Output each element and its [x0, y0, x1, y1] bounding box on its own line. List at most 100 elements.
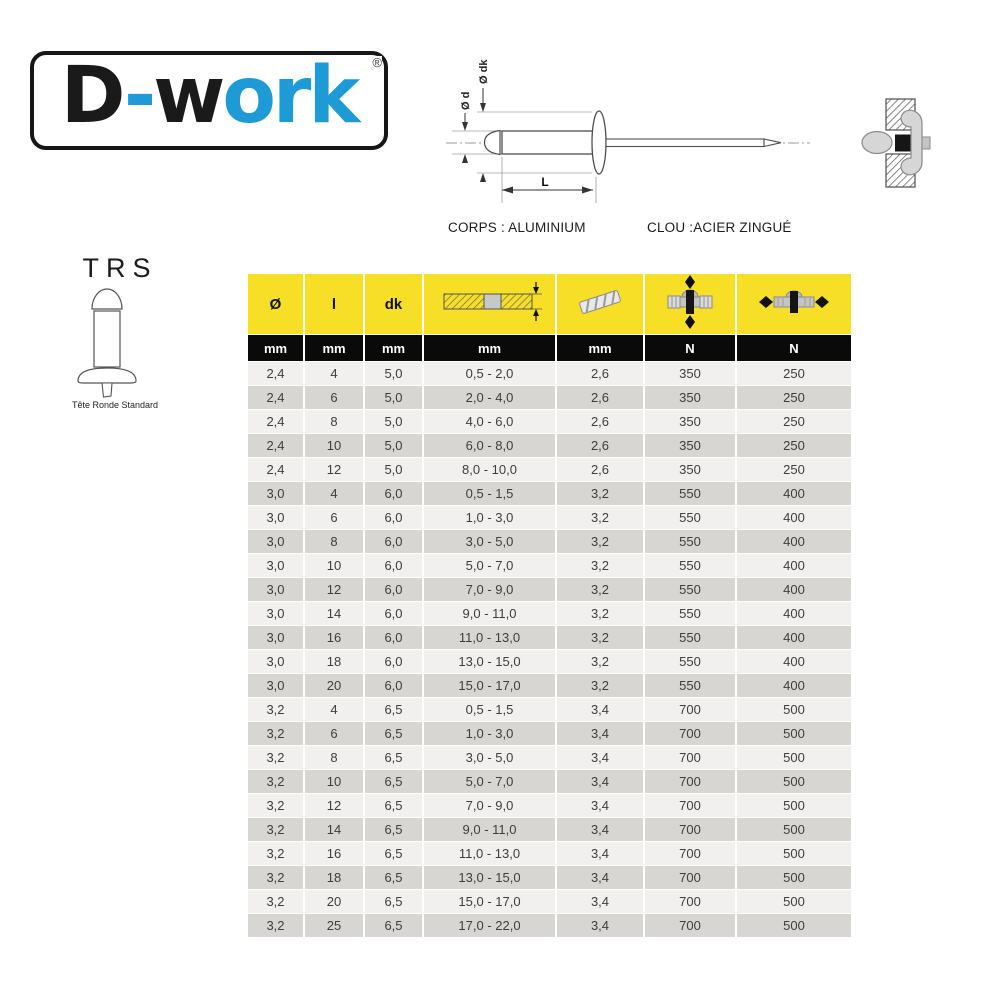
formed-bulge: [861, 130, 893, 155]
table-cell: 20: [305, 674, 363, 697]
table-cell: 3,4: [557, 818, 643, 841]
dim-length: L: [502, 175, 593, 194]
table-cell: 3,2: [557, 482, 643, 505]
unit-cell: N: [737, 335, 851, 361]
table-row: 3,2 18 6,5 13,0 - 15,0 3,4 700 500: [248, 866, 851, 889]
table-cell: 17,0 - 22,0: [424, 914, 555, 937]
grip-range-icon: [443, 282, 542, 321]
table-cell: 3,0: [248, 578, 303, 601]
table-cell: 550: [645, 554, 735, 577]
table-cell: 13,0 - 15,0: [424, 650, 555, 673]
table-cell: 250: [737, 410, 851, 433]
table-cell: 11,0 - 13,0: [424, 626, 555, 649]
table-cell: 3,4: [557, 914, 643, 937]
table-cell: 6,5: [365, 698, 422, 721]
table-cell: 16: [305, 842, 363, 865]
table-units-row: mm mm mm mm mm N N: [248, 335, 851, 361]
table-cell: 700: [645, 914, 735, 937]
table-cell: 400: [737, 554, 851, 577]
table-cell: 12: [305, 578, 363, 601]
table-cell: 6,0: [365, 674, 422, 697]
table-cell: 400: [737, 578, 851, 601]
table-cell: 6,5: [365, 794, 422, 817]
table-cell: 700: [645, 890, 735, 913]
table-cell: 10: [305, 434, 363, 457]
table-cell: 1,0 - 3,0: [424, 506, 555, 529]
table-cell: 400: [737, 650, 851, 673]
unit-cell: N: [645, 335, 735, 361]
shear-strength-icon: [667, 275, 713, 329]
table-cell: 4: [305, 698, 363, 721]
col-header-diameter: Ø: [248, 274, 303, 334]
table-cell: 3,2: [248, 842, 303, 865]
col-header-tensile-strength: [737, 274, 851, 334]
col-header-shear-strength: [645, 274, 735, 334]
table-cell: 3,0: [248, 650, 303, 673]
table-row: 3,2 12 6,5 7,0 - 9,0 3,4 700 500: [248, 794, 851, 817]
head-type-caption: Tête Ronde Standard: [71, 400, 159, 410]
dwork-logo-text: D-work: [61, 57, 361, 145]
table-row: 3,0 4 6,0 0,5 - 1,5 3,2 550 400: [248, 482, 851, 505]
table-row: 3,0 14 6,0 9,0 - 11,0 3,2 550 400: [248, 602, 851, 625]
table-cell: 3,0: [248, 506, 303, 529]
mandrel-head-dome: [91, 288, 123, 310]
table-cell: 500: [737, 746, 851, 769]
table-cell: 3,0: [248, 554, 303, 577]
table-cell: 2,4: [248, 434, 303, 457]
table-cell: 7,0 - 9,0: [424, 578, 555, 601]
table-cell: 700: [645, 770, 735, 793]
table-cell: 3,2: [248, 794, 303, 817]
mandrel-head: [483, 129, 501, 156]
svg-text:Ø d: Ø d: [460, 92, 472, 110]
table-cell: 2,4: [248, 410, 303, 433]
table-cell: 14: [305, 602, 363, 625]
table-row: 3,2 10 6,5 5,0 - 7,0 3,4 700 500: [248, 770, 851, 793]
table-cell: 3,2: [557, 554, 643, 577]
table-cell: 3,4: [557, 722, 643, 745]
table-cell: 3,2: [248, 722, 303, 745]
mandrel-stub: [101, 382, 113, 398]
table-cell: 2,0 - 4,0: [424, 386, 555, 409]
logo-letter: w: [153, 50, 225, 141]
table-row: 3,2 4 6,5 0,5 - 1,5 3,4 700 500: [248, 698, 851, 721]
table-cell: 4: [305, 482, 363, 505]
table-cell: 3,2: [248, 746, 303, 769]
table-cell: 8: [305, 530, 363, 553]
unit-cell: mm: [305, 335, 363, 361]
table-cell: 16: [305, 626, 363, 649]
table-cell: 250: [737, 458, 851, 481]
table-cell: 400: [737, 530, 851, 553]
table-cell: 550: [645, 482, 735, 505]
table-cell: 9,0 - 11,0: [424, 602, 555, 625]
table-cell: 8,0 - 10,0: [424, 458, 555, 481]
table-cell: 5,0: [365, 458, 422, 481]
table-row: 3,0 16 6,0 11,0 - 13,0 3,2 550 400: [248, 626, 851, 649]
table-cell: 3,4: [557, 698, 643, 721]
table-cell: 6,0: [365, 626, 422, 649]
table-cell: 500: [737, 890, 851, 913]
svg-text:L: L: [541, 175, 548, 189]
table-cell: 3,2: [557, 578, 643, 601]
table-cell: 6,0: [365, 506, 422, 529]
table-cell: 250: [737, 362, 851, 385]
unit-cell: mm: [365, 335, 422, 361]
table-cell: 6,0: [365, 578, 422, 601]
table-header-row: Ø l dk: [248, 274, 851, 334]
table-cell: 6: [305, 386, 363, 409]
table-cell: 3,0: [248, 602, 303, 625]
rivet-flange-section: [900, 109, 923, 176]
body-material-label: CORPS : ALUMINIUM: [448, 220, 586, 235]
table-cell: 6,5: [365, 866, 422, 889]
table-row: 3,2 6 6,5 1,0 - 3,0 3,4 700 500: [248, 722, 851, 745]
col-header-drill-hole: [557, 274, 643, 334]
table-row: 3,2 16 6,5 11,0 - 13,0 3,4 700 500: [248, 842, 851, 865]
table-cell: 3,2: [248, 770, 303, 793]
table-cell: 2,6: [557, 386, 643, 409]
table-row: 3,0 8 6,0 3,0 - 5,0 3,2 550 400: [248, 530, 851, 553]
table-cell: 2,4: [248, 458, 303, 481]
unit-cell: mm: [424, 335, 555, 361]
table-cell: 25: [305, 914, 363, 937]
table-cell: 500: [737, 842, 851, 865]
table-cell: 500: [737, 866, 851, 889]
table-cell: 250: [737, 386, 851, 409]
